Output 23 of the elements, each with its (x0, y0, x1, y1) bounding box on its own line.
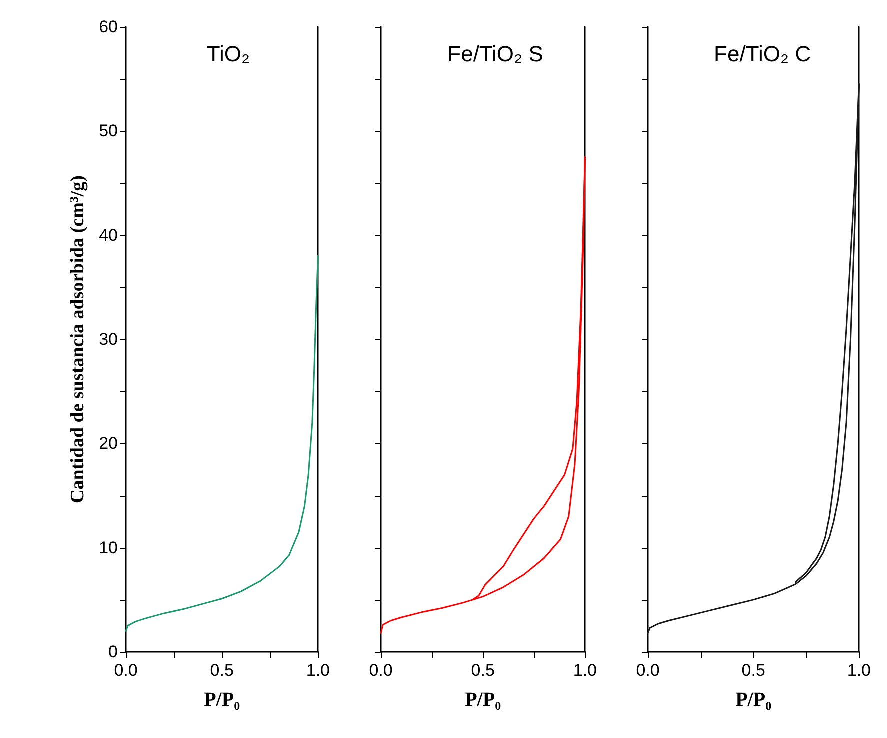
x-axis-title: P/P₀ (465, 689, 502, 711)
x-tick-label: 1.0 (573, 661, 598, 680)
x-tick-label: 0.5 (742, 661, 766, 680)
y-tick-label: 40 (99, 226, 118, 245)
y-tick-label: 30 (99, 330, 118, 349)
x-tick-label: 0.5 (471, 661, 495, 680)
x-axis-title: P/P₀ (736, 689, 772, 711)
x-tick-label: 1.0 (306, 661, 330, 680)
text: Fe/TiO₂ S (448, 42, 544, 66)
x-tick-label: 0.0 (114, 661, 138, 680)
x-axis-title: P/P₀ (204, 689, 240, 711)
text: Fe/TiO₂ C (714, 42, 812, 66)
x-tick-label: 1.0 (847, 661, 872, 680)
text: TiO₂ (206, 42, 250, 66)
x-tick-label: 0.0 (636, 661, 660, 680)
y-tick-label: 50 (99, 122, 118, 141)
y-tick-label: 10 (99, 538, 118, 558)
x-tick-label: 0.5 (210, 661, 234, 680)
x-tick-label: 0.0 (369, 661, 393, 680)
y-tick-label: 60 (99, 18, 118, 36)
y-tick-label: 0 (108, 642, 118, 662)
y-axis-title: Cantidad de sustancia adsorbida (cm3/g) (67, 176, 88, 504)
y-tick-label: 20 (99, 434, 118, 454)
